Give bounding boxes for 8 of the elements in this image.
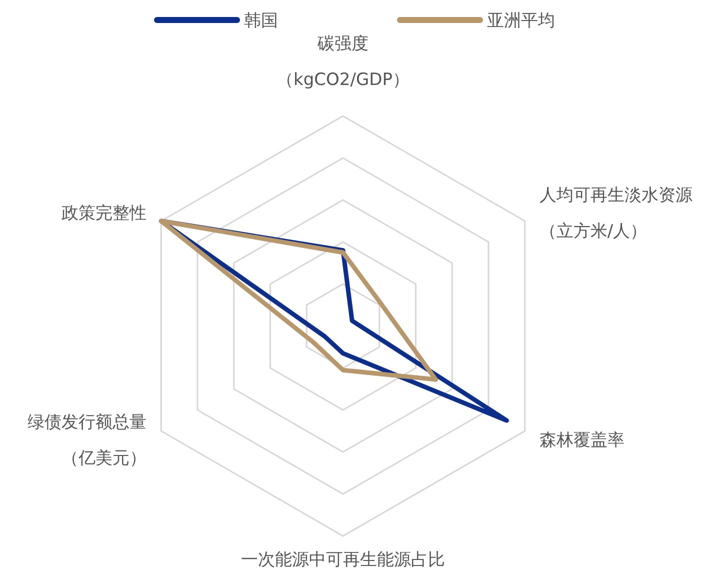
spoke-label: 一次能源中可再生能源占比	[241, 550, 445, 570]
spoke-label: 碳强度（kgCO2/GDP）	[276, 34, 410, 90]
spoke-label: 政策完整性	[62, 204, 147, 224]
legend-label: 亚洲平均	[487, 11, 555, 31]
spoke-label: 绿债发行额总量（亿美元）	[28, 412, 147, 468]
spoke-label: 森林覆盖率	[539, 430, 624, 450]
spoke-label: 人均可再生淡水资源（立方米/人）	[539, 186, 692, 242]
legend-label: 韩国	[244, 11, 278, 31]
